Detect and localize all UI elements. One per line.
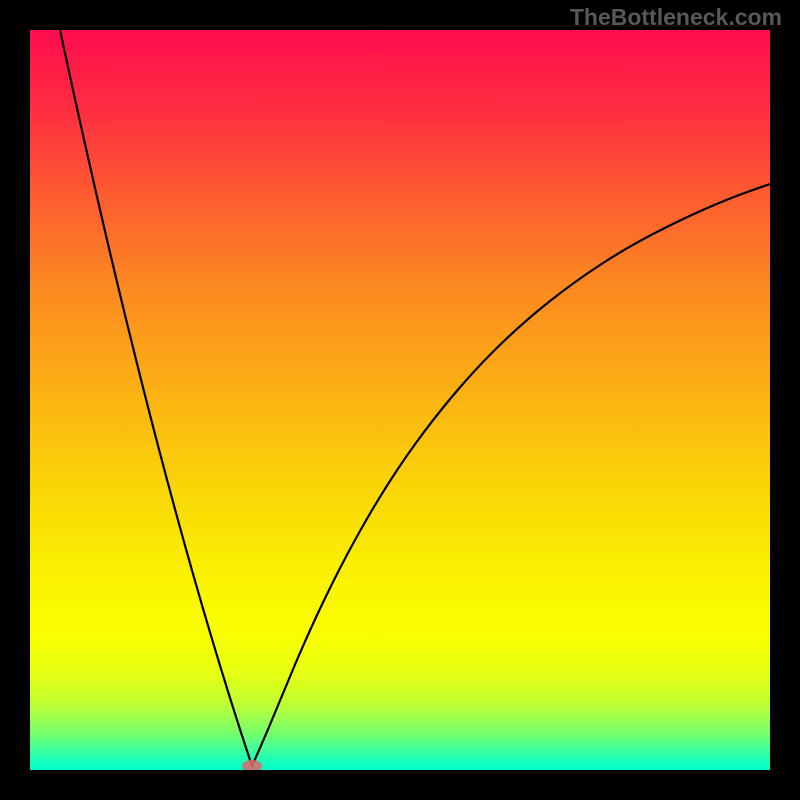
minimum-marker bbox=[242, 760, 262, 770]
watermark-text: TheBottleneck.com bbox=[570, 4, 782, 31]
plot-area bbox=[30, 30, 770, 770]
bottleneck-curve bbox=[30, 30, 770, 770]
bottleneck-curve-path bbox=[60, 30, 770, 766]
outer-frame: TheBottleneck.com bbox=[0, 0, 800, 800]
